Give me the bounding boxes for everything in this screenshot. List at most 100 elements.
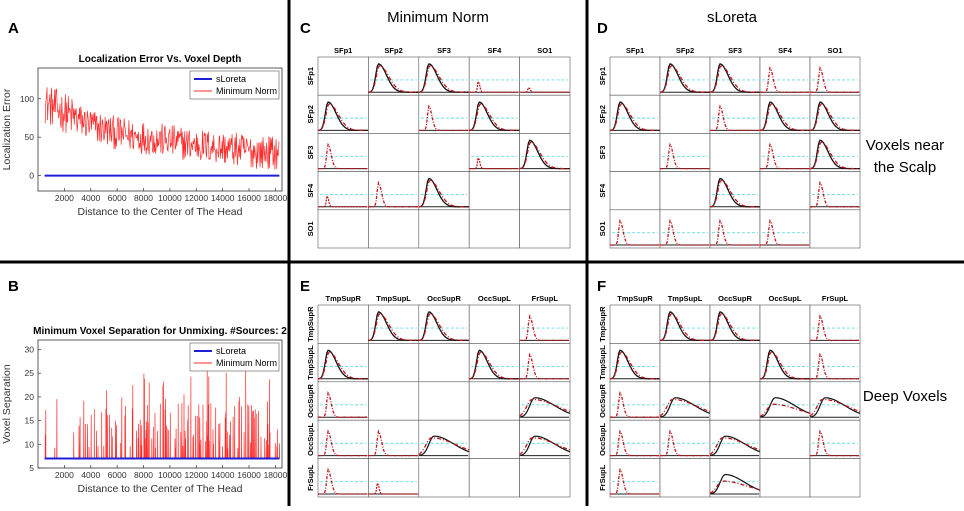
- cell-curve-red: [810, 429, 860, 457]
- cell-curve-red: [519, 141, 570, 170]
- cell-curve-red: [759, 351, 810, 380]
- grid-cell: [519, 171, 571, 211]
- cell-curve-red: [368, 313, 419, 342]
- cell-curve-red: [519, 314, 570, 342]
- grid-cell: [368, 94, 420, 134]
- column-header-minimum-norm: Minimum Norm: [387, 9, 489, 26]
- grid-col-label: TmpSupL: [376, 294, 411, 303]
- cell-curve-red: [710, 218, 760, 246]
- grid-cell: [418, 209, 470, 249]
- grid-row-label: OccSupL: [598, 423, 607, 456]
- cell-curve-red: [519, 86, 570, 93]
- y-axis-label: Localization Error: [1, 88, 13, 170]
- grid-col-label: OccSupL: [478, 294, 511, 303]
- grid-col-label: TmpSupR: [325, 294, 361, 303]
- legend-box: [189, 70, 280, 100]
- grid-cell: [468, 419, 520, 459]
- grid-col-label: SO1: [537, 46, 552, 55]
- x-tick-label: 4000: [81, 470, 100, 480]
- cell-curve-red: [709, 313, 760, 342]
- grid-cell: [519, 56, 571, 96]
- cell-curve-red: [810, 352, 860, 380]
- grid-cell: [659, 94, 711, 134]
- y-axis-label: Voxel Separation: [1, 364, 13, 444]
- panel-letter-f: F: [597, 278, 606, 295]
- grid-col-label: SFp1: [334, 46, 352, 55]
- grid-cell: [468, 381, 520, 421]
- grid-cell: [317, 209, 369, 249]
- cell-curve-red: [469, 351, 520, 380]
- cell-curve-red: [660, 429, 710, 457]
- cell-curve-red: [659, 313, 710, 342]
- cell-curve-red: [469, 156, 520, 170]
- legend-box: [189, 342, 280, 372]
- grid-col-label: FrSupL: [532, 294, 559, 303]
- x-tick-label: 2000: [55, 470, 74, 480]
- grid-row-label: OccSupR: [306, 384, 315, 418]
- cell-curve-red: [660, 142, 710, 170]
- cell-curve-red: [368, 180, 419, 208]
- x-tick-label: 8000: [134, 470, 153, 480]
- cell-curve-red: [660, 218, 710, 246]
- grid-col-label: TmpSupL: [668, 294, 703, 303]
- grid-cell: [809, 419, 861, 459]
- grid-cell: [709, 133, 761, 172]
- legend-label-minimum-norm: Minimum Norm: [216, 86, 277, 96]
- x-tick-label: 14000: [211, 193, 235, 203]
- side-label-deep: Deep Voxels: [863, 388, 947, 405]
- grid-row-label: FrSupL: [598, 464, 607, 491]
- cell-curve-red: [368, 481, 419, 495]
- grid-row-label: SF3: [598, 146, 607, 160]
- legend-label-sloreta: sLoreta: [216, 346, 246, 356]
- cell-curve-red: [610, 467, 660, 495]
- grid-cell: [368, 133, 420, 172]
- cell-curve-red: [709, 65, 760, 93]
- grid-e: TmpSupR TmpSupR TmpSupL TmpSupL OccSupR OccSu…: [306, 294, 571, 498]
- grid-cell: [709, 381, 761, 421]
- grid-row-label: TmpSupR: [306, 306, 315, 342]
- grid-row-label: SFp1: [306, 67, 315, 85]
- y-tick-label: 15: [25, 416, 35, 426]
- cell-curve-red: [418, 179, 470, 208]
- cell-curve-red: [368, 429, 419, 457]
- series-minimum-norm: [44, 87, 280, 170]
- cell-curve-red: [317, 103, 369, 132]
- panel-letter-e: E: [300, 278, 310, 295]
- cell-curve-red: [318, 429, 369, 457]
- grid-col-label: SF4: [488, 46, 503, 55]
- grid-cell: [519, 209, 571, 249]
- y-tick-label: 5: [29, 463, 34, 473]
- legend-label-minimum-norm: Minimum Norm: [216, 358, 277, 368]
- y-tick-label: 30: [25, 344, 35, 354]
- grid-row-label: TmpSupR: [598, 306, 607, 342]
- grid-row-label: SO1: [598, 221, 607, 236]
- grid-cell: [418, 343, 470, 383]
- x-tick-label: 12000: [184, 470, 208, 480]
- x-tick-label: 18000: [264, 470, 288, 480]
- x-tick-label: 14000: [211, 470, 235, 480]
- grid-cell: [709, 458, 761, 498]
- grid-row-label: SFp1: [598, 67, 607, 85]
- cell-curve-red: [368, 65, 419, 93]
- grid-cell: [609, 171, 661, 211]
- cell-curve-black: [809, 397, 861, 418]
- x-tick-label: 4000: [81, 193, 100, 203]
- cell-curve-red: [809, 103, 860, 132]
- grid-d: SFp1 SFp1 SFp2 SFp2 SF3 SF3 SF4 SF4 SO1 SO1: [598, 46, 861, 249]
- grid-cell: [468, 209, 520, 249]
- grid-cell: [809, 209, 861, 249]
- cell-curve-red: [809, 141, 860, 170]
- side-label-scalp-2: the Scalp: [874, 159, 937, 176]
- grid-cell: [468, 171, 520, 211]
- grid-row-label: OccSupR: [598, 384, 607, 418]
- grid-row-label: SF4: [598, 183, 607, 198]
- x-tick-label: 8000: [134, 193, 153, 203]
- grid-row-label: SFp2: [306, 105, 315, 123]
- cell-curve-red: [418, 65, 470, 93]
- column-header-sloreta: sLoreta: [707, 9, 758, 26]
- grid-cell: [317, 56, 369, 96]
- grid-row-label: OccSupL: [306, 423, 315, 456]
- cell-curve-red: [709, 437, 761, 455]
- cell-curve-black: [709, 435, 761, 456]
